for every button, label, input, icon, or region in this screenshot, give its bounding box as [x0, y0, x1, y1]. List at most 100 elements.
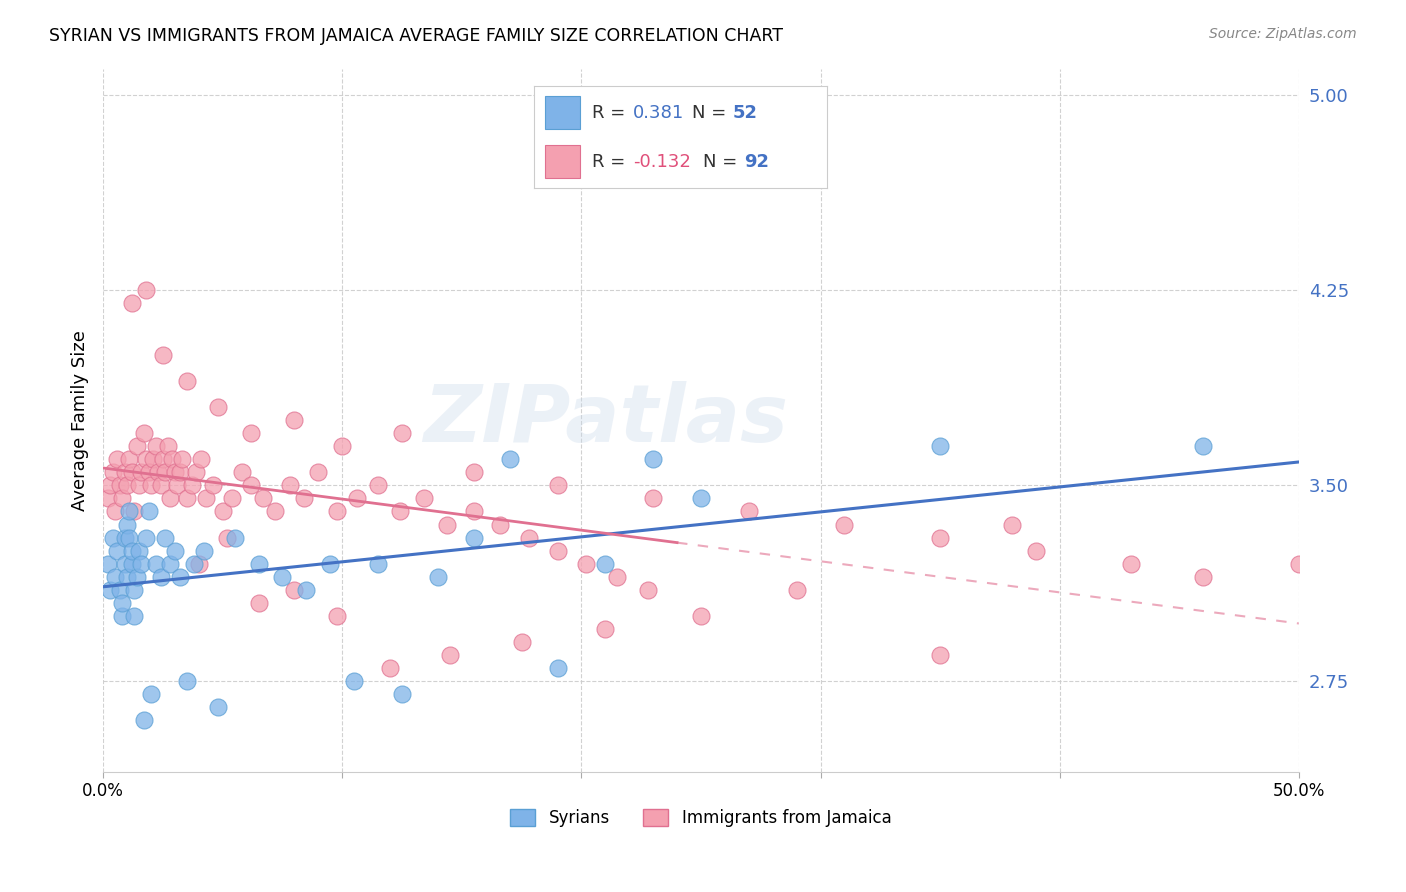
Point [834, 517, 856, 532]
Point [247, 596, 270, 610]
Point [121, 543, 143, 558]
Point [152, 452, 174, 467]
Point [169, 569, 191, 583]
Point [247, 557, 270, 571]
Point [1121, 557, 1143, 571]
Point [104, 504, 127, 518]
Point [170, 452, 193, 467]
Point [498, 452, 520, 467]
Point [240, 478, 263, 492]
Point [135, 531, 157, 545]
Text: SYRIAN VS IMMIGRANTS FROM JAMAICA AVERAGE FAMILY SIZE CORRELATION CHART: SYRIAN VS IMMIGRANTS FROM JAMAICA AVERAG… [49, 27, 783, 45]
Point [139, 687, 162, 701]
Point [118, 452, 141, 467]
Point [186, 466, 208, 480]
Point [330, 439, 353, 453]
Point [217, 531, 239, 545]
Point [138, 504, 160, 518]
Point [264, 504, 287, 518]
Point [108, 478, 131, 492]
Point [163, 466, 186, 480]
Point [643, 452, 665, 467]
Point [187, 557, 209, 571]
Point [131, 466, 153, 480]
Point [326, 608, 349, 623]
Point [169, 466, 191, 480]
Point [252, 491, 274, 506]
Point [101, 531, 124, 545]
Point [132, 426, 155, 441]
Point [643, 491, 665, 506]
Point [131, 557, 153, 571]
Point [510, 634, 533, 648]
Point [367, 478, 389, 492]
Point [114, 466, 136, 480]
Point [128, 543, 150, 558]
Point [180, 478, 202, 492]
Point [98, 582, 121, 597]
Point [463, 531, 485, 545]
Point [489, 517, 512, 532]
Point [104, 569, 127, 583]
Point [194, 491, 217, 506]
Point [149, 569, 172, 583]
Point [107, 452, 129, 467]
Point [139, 478, 162, 492]
Point [115, 569, 138, 583]
Point [786, 582, 808, 597]
Point [343, 673, 366, 688]
Point [159, 557, 181, 571]
Point [224, 531, 246, 545]
Point [575, 557, 598, 571]
Point [142, 452, 165, 467]
Point [346, 491, 368, 506]
Point [1192, 569, 1215, 583]
Point [122, 582, 145, 597]
Point [436, 517, 458, 532]
Point [97, 557, 120, 571]
Point [162, 452, 184, 467]
Point [190, 452, 212, 467]
Point [690, 608, 713, 623]
Point [145, 557, 167, 571]
Point [115, 517, 138, 532]
Point [176, 491, 198, 506]
Point [101, 466, 124, 480]
Point [114, 531, 136, 545]
Point [155, 466, 177, 480]
Point [135, 452, 157, 467]
Point [166, 478, 188, 492]
Point [271, 569, 294, 583]
Point [307, 466, 329, 480]
Point [240, 426, 263, 441]
Point [295, 582, 318, 597]
Point [1001, 517, 1024, 532]
Point [152, 348, 174, 362]
Point [326, 504, 349, 518]
Point [547, 543, 569, 558]
Point [517, 531, 540, 545]
Point [135, 283, 157, 297]
Point [163, 543, 186, 558]
Point [149, 478, 172, 492]
Point [637, 582, 659, 597]
Point [121, 466, 143, 480]
Point [388, 504, 411, 518]
Point [156, 439, 179, 453]
Point [138, 466, 160, 480]
Point [202, 478, 225, 492]
Point [463, 504, 485, 518]
Point [207, 699, 229, 714]
Point [114, 557, 136, 571]
Y-axis label: Average Family Size: Average Family Size [72, 330, 89, 511]
Point [193, 543, 215, 558]
Point [145, 439, 167, 453]
Point [121, 557, 143, 571]
Point [122, 608, 145, 623]
Point [118, 504, 141, 518]
Point [221, 491, 243, 506]
Point [132, 713, 155, 727]
Point [1025, 543, 1047, 558]
Text: ZIPatlas: ZIPatlas [423, 381, 787, 459]
Legend: Syrians, Immigrants from Jamaica: Syrians, Immigrants from Jamaica [503, 803, 898, 834]
